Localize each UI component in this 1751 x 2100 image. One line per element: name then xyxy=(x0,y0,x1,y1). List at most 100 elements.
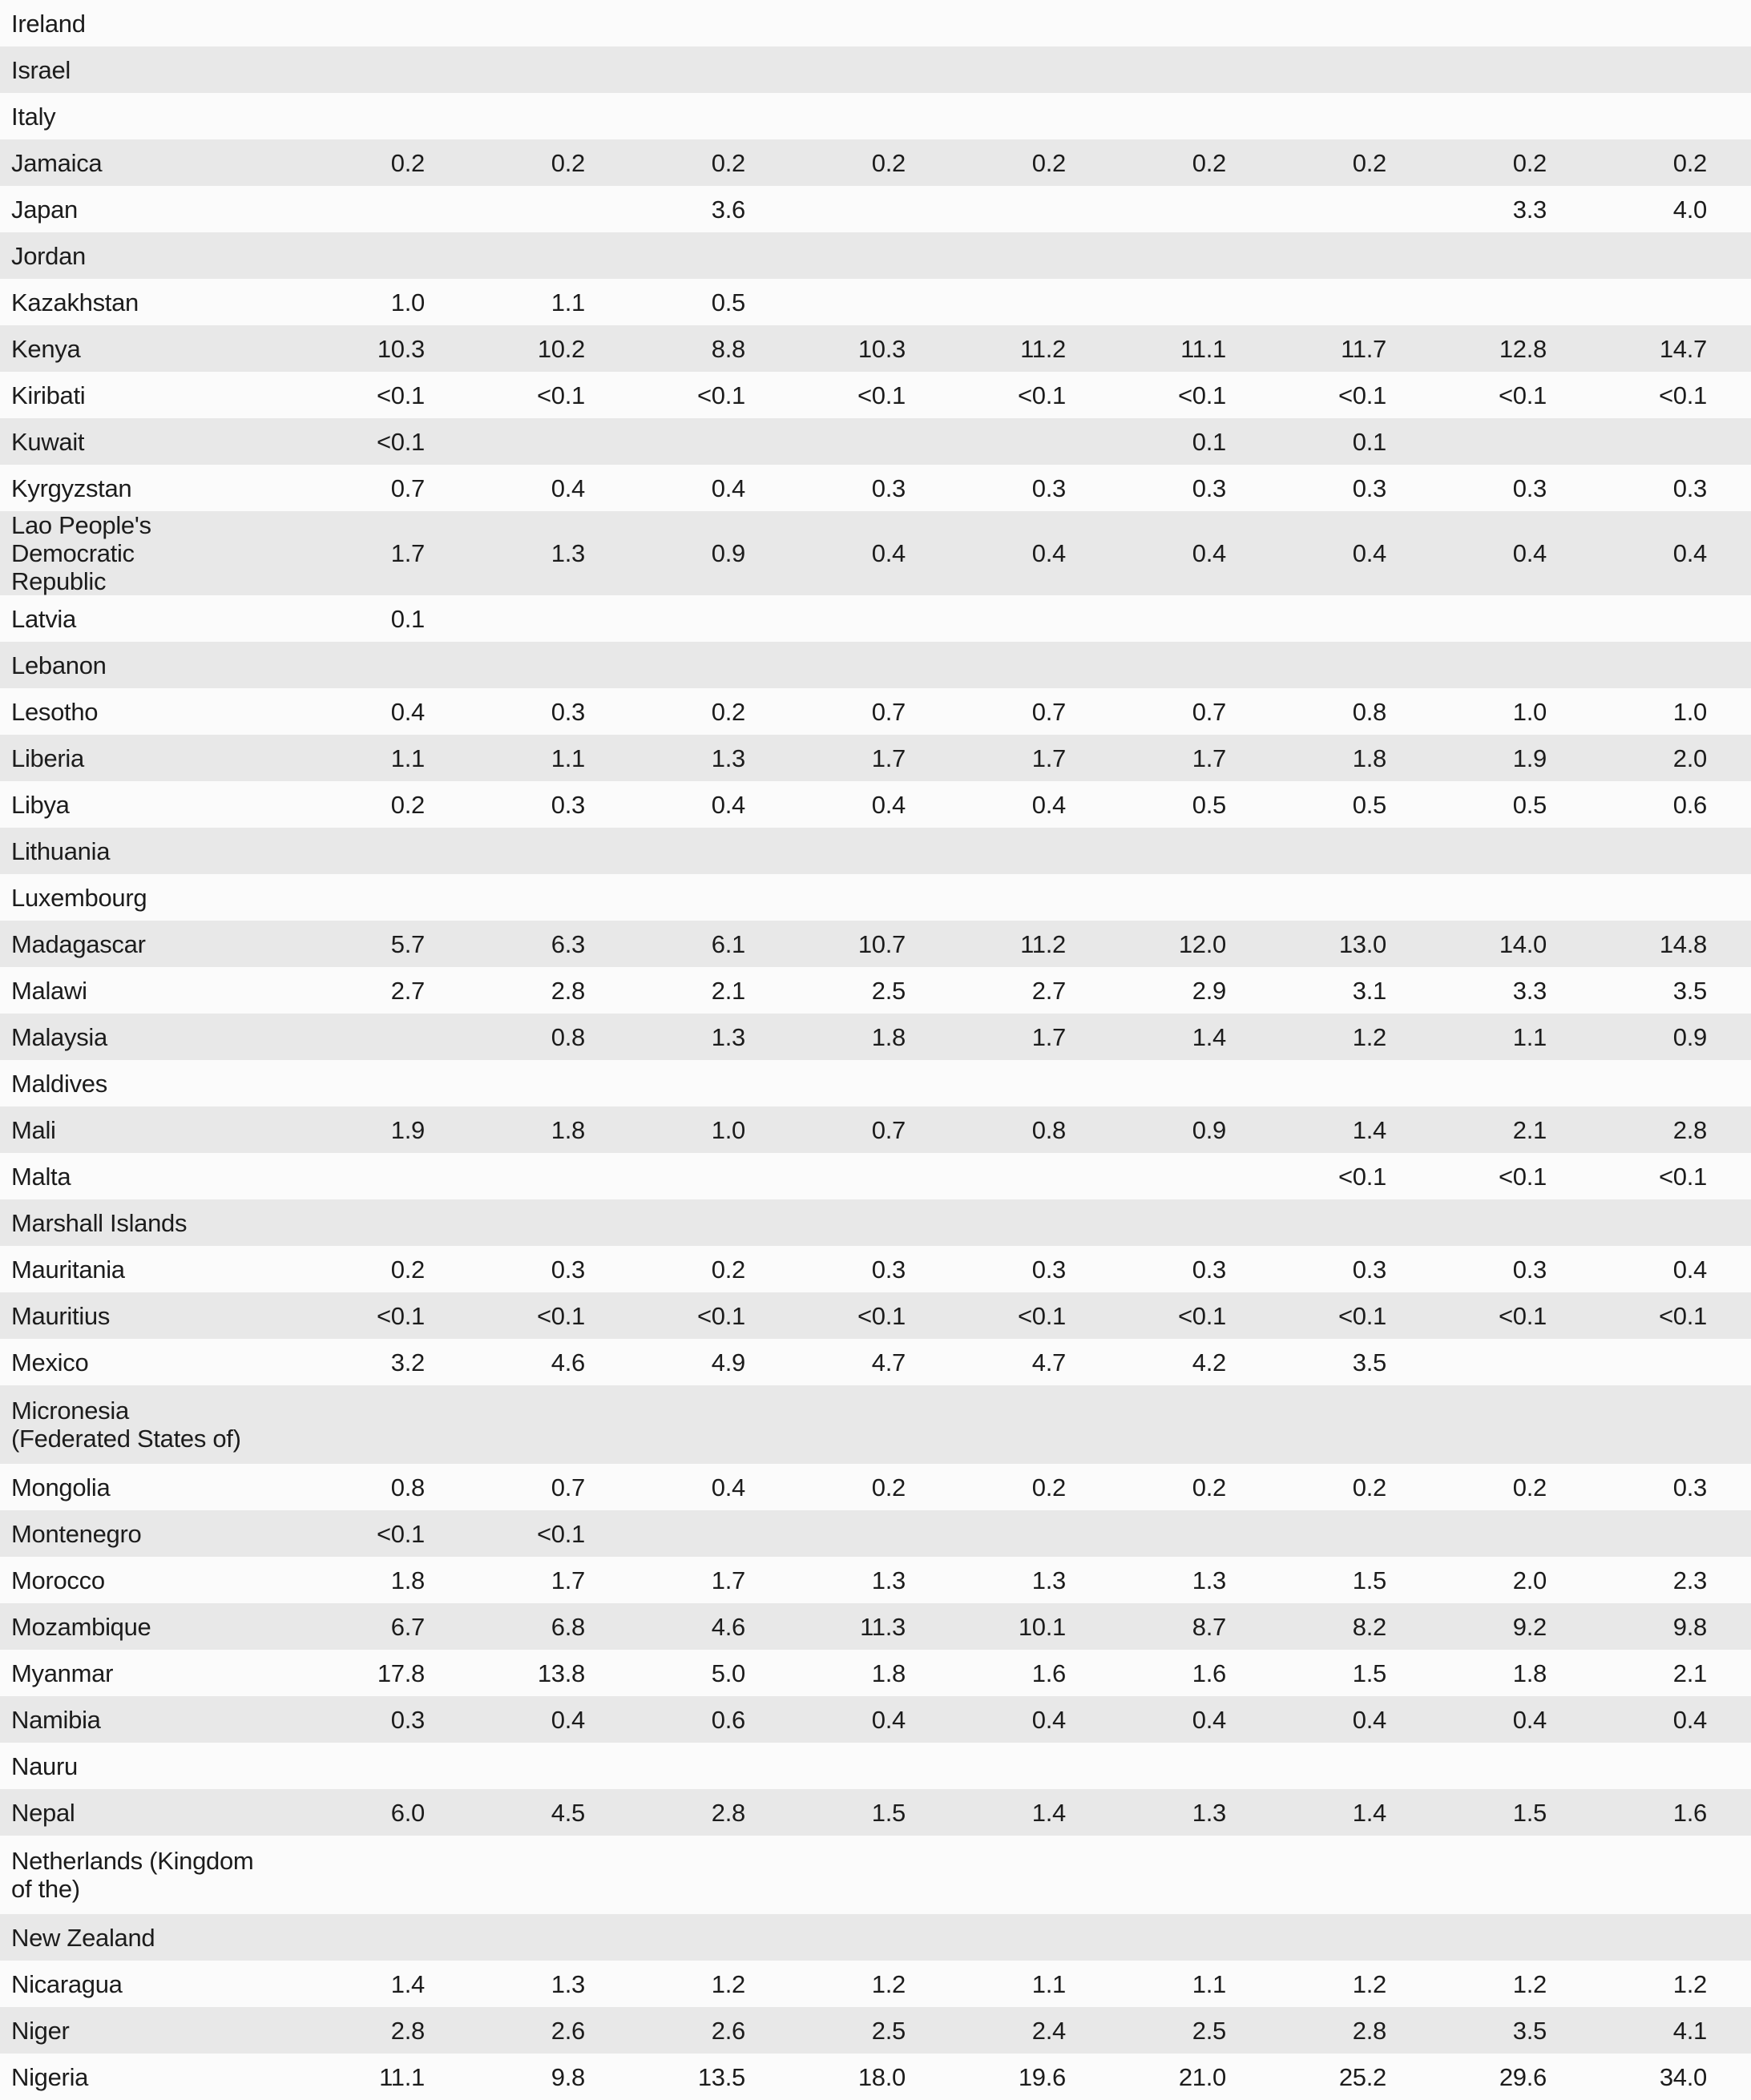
table-row: Niger 2.8 2.6 2.6 2.5 2.4 2.5 2.8 3.5 4.1 xyxy=(0,2007,1751,2054)
country-name: Namibia xyxy=(11,1705,101,1734)
table-row: Mauritius <0.1 <0.1 <0.1 <0.1 <0.1 <0.1 <0.1 <0.… xyxy=(0,1292,1751,1339)
table-row: Ireland xyxy=(0,0,1751,46)
value-cell: 1.3 xyxy=(1192,1798,1227,1827)
value-cell: 12.8 xyxy=(1499,334,1547,363)
value-cell: 0.2 xyxy=(390,148,426,177)
value-cell: 0.4 xyxy=(1672,1705,1708,1734)
value-cell: 10.7 xyxy=(857,929,906,958)
table-row: Malaysia 0.8 1.3 1.8 1.7 1.4 1.2 1.1 0.9 xyxy=(0,1014,1751,1060)
value-cell: 2.0 xyxy=(1672,744,1708,772)
country-name: Nauru xyxy=(11,1751,78,1780)
value-cell: 1.4 xyxy=(1192,1022,1227,1051)
table-row: Kiribati <0.1 <0.1 <0.1 <0.1 <0.1 <0.1 <0.1 <0.1… xyxy=(0,372,1751,418)
country-name: Lesotho xyxy=(11,697,99,726)
value-cell: <0.1 xyxy=(1338,381,1386,409)
value-cell: 0.2 xyxy=(390,1255,426,1284)
table-row: Lithuania xyxy=(0,828,1751,874)
value-cell: 2.3 xyxy=(1672,1566,1708,1594)
country-name: Madagascar xyxy=(11,929,146,958)
value-cell: 4.2 xyxy=(1192,1348,1227,1376)
value-cell: 1.7 xyxy=(1031,1022,1067,1051)
table-row: Nepal 6.0 4.5 2.8 1.5 1.4 1.3 1.4 1.5 1.6 xyxy=(0,1789,1751,1836)
value-cell: 1.1 xyxy=(390,744,426,772)
value-cell: 0.8 xyxy=(1031,1115,1067,1144)
value-cell: 0.2 xyxy=(1512,148,1547,177)
table-row: Marshall Islands xyxy=(0,1199,1751,1246)
value-cell: 13.5 xyxy=(697,2062,745,2091)
value-cell: 6.3 xyxy=(551,929,586,958)
value-cell: 1.3 xyxy=(711,1022,746,1051)
value-cell: 25.2 xyxy=(1338,2062,1386,2091)
value-cell: 1.1 xyxy=(1192,1969,1227,1998)
country-name: Kenya xyxy=(11,334,81,363)
value-cell: 0.2 xyxy=(871,148,906,177)
table-row: Mongolia 0.8 0.7 0.4 0.2 0.2 0.2 0.2 0.2 0.3 xyxy=(0,1464,1751,1510)
value-cell: 0.3 xyxy=(1352,474,1387,502)
value-cell: 0.3 xyxy=(1192,1255,1227,1284)
value-cell: 1.7 xyxy=(711,1566,746,1594)
country-name: Latvia xyxy=(11,604,76,633)
table-row: Latvia 0.1 xyxy=(0,595,1751,642)
country-name: Micronesia (Federated States of) xyxy=(11,1397,241,1453)
country-name: Ireland xyxy=(11,9,86,38)
value-cell: 1.4 xyxy=(1352,1798,1387,1827)
value-cell: 3.1 xyxy=(1352,976,1387,1005)
value-cell: 10.2 xyxy=(537,334,585,363)
value-cell: <0.1 xyxy=(1338,1301,1386,1330)
value-cell: <0.1 xyxy=(537,1301,585,1330)
value-cell: <0.1 xyxy=(1499,1301,1547,1330)
value-cell: <0.1 xyxy=(1018,381,1066,409)
value-cell: 1.7 xyxy=(390,539,426,567)
country-name: Myanmar xyxy=(11,1659,114,1687)
value-cell: 18.0 xyxy=(857,2062,906,2091)
value-cell: 0.3 xyxy=(1672,474,1708,502)
value-cell: 0.5 xyxy=(1512,790,1547,819)
table-row: Nigeria 11.1 9.8 13.5 18.0 19.6 21.0 25.2 29.6 34… xyxy=(0,2054,1751,2100)
value-cell: 3.3 xyxy=(1512,976,1547,1005)
value-cell: 1.5 xyxy=(1512,1798,1547,1827)
value-cell: 1.8 xyxy=(551,1115,586,1144)
value-cell: 0.7 xyxy=(1192,697,1227,726)
value-cell: 0.2 xyxy=(711,697,746,726)
value-cell: 2.8 xyxy=(711,1798,746,1827)
value-cell: 1.5 xyxy=(1352,1659,1387,1687)
table-row: Maldives xyxy=(0,1060,1751,1106)
value-cell: 1.0 xyxy=(390,288,426,316)
value-cell: <0.1 xyxy=(1018,1301,1066,1330)
value-cell: <0.1 xyxy=(1659,1301,1707,1330)
country-name: Malawi xyxy=(11,976,87,1005)
value-cell: 4.7 xyxy=(871,1348,906,1376)
value-cell: 10.1 xyxy=(1018,1612,1066,1641)
value-cell: 11.3 xyxy=(860,1612,906,1641)
country-name: Niger xyxy=(11,2016,70,2045)
table-row: Montenegro <0.1 <0.1 xyxy=(0,1510,1751,1557)
table-row: Jamaica 0.2 0.2 0.2 0.2 0.2 0.2 0.2 0.2 0.2 xyxy=(0,139,1751,186)
country-name: Libya xyxy=(11,790,70,819)
value-cell: 2.0 xyxy=(1512,1566,1547,1594)
value-cell: 0.4 xyxy=(1352,1705,1387,1734)
value-cell: 1.5 xyxy=(871,1798,906,1827)
value-cell: 0.6 xyxy=(711,1705,746,1734)
value-cell: 0.7 xyxy=(551,1473,586,1501)
value-cell: 0.4 xyxy=(711,790,746,819)
table-row: Kazakhstan 1.0 1.1 0.5 xyxy=(0,279,1751,325)
value-cell: 1.2 xyxy=(871,1969,906,1998)
value-cell: 0.4 xyxy=(1031,1705,1067,1734)
value-cell: 12.0 xyxy=(1178,929,1226,958)
value-cell: 3.2 xyxy=(390,1348,426,1376)
value-cell: 3.5 xyxy=(1512,2016,1547,2045)
value-cell: <0.1 xyxy=(377,1519,425,1548)
value-cell: 0.2 xyxy=(1352,148,1387,177)
value-cell: 1.9 xyxy=(390,1115,426,1144)
country-name: Mexico xyxy=(11,1348,89,1376)
value-cell: 0.3 xyxy=(1031,474,1067,502)
country-name: Lithuania xyxy=(11,836,111,865)
country-name: New Zealand xyxy=(11,1923,155,1952)
value-cell: <0.1 xyxy=(537,1519,585,1548)
value-cell: 0.1 xyxy=(1192,427,1227,456)
value-cell: <0.1 xyxy=(377,427,425,456)
country-name: Malta xyxy=(11,1162,71,1191)
value-cell: 0.4 xyxy=(1192,1705,1227,1734)
value-cell: 1.2 xyxy=(1512,1969,1547,1998)
value-cell: 0.3 xyxy=(1031,1255,1067,1284)
